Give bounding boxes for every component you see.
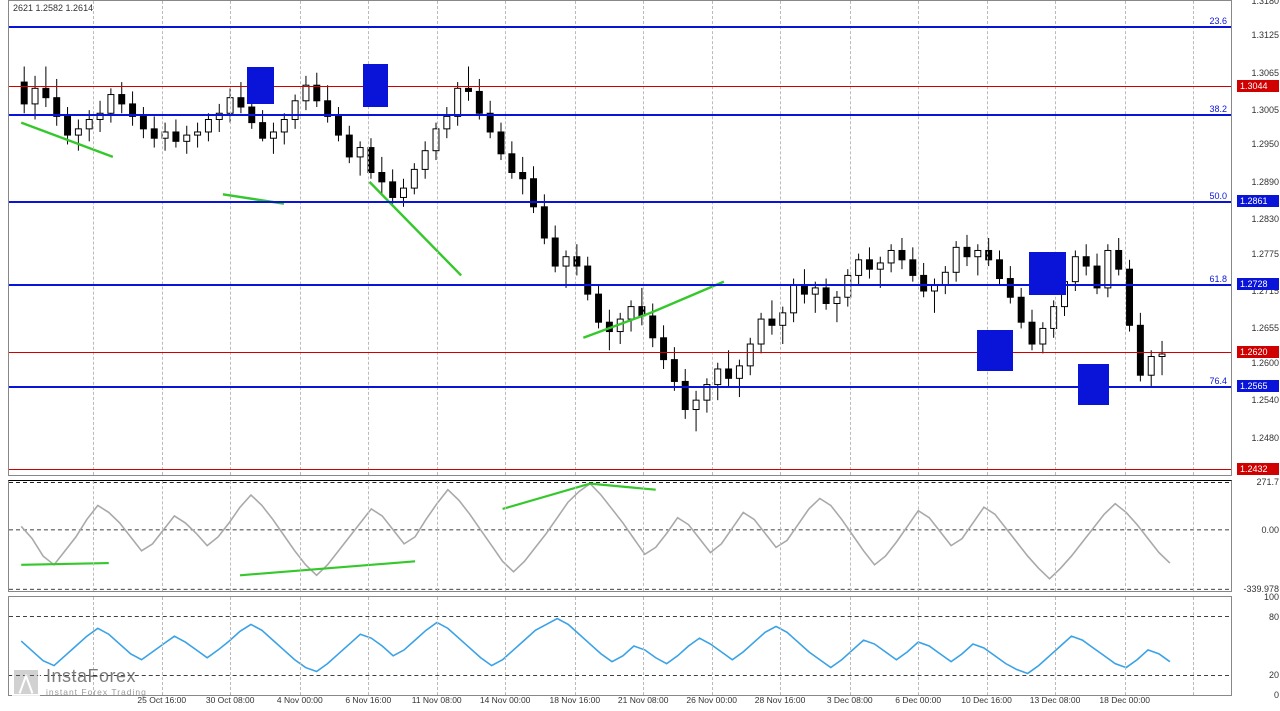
rsi-plot-svg bbox=[9, 597, 1231, 695]
time-x-axis: 25 Oct 16:0030 Oct 08:004 Nov 00:006 Nov… bbox=[9, 695, 1231, 709]
cci-indicator-chart[interactable]: 271.70.00-339.978 bbox=[8, 480, 1232, 592]
main-y-axis: 1.31801.31251.30651.30051.29501.28901.28… bbox=[1233, 1, 1279, 475]
rsi-indicator-chart[interactable]: 10080200 25 Oct 16:0030 Oct 08:004 Nov 0… bbox=[8, 596, 1232, 696]
watermark-tagline: instant Forex Trading bbox=[46, 687, 147, 697]
instaforex-logo-icon bbox=[12, 668, 40, 696]
watermark: InstaForex instant Forex Trading bbox=[12, 666, 147, 697]
ohlc-readout: 2621 1.2582 1.2614 bbox=[13, 3, 93, 13]
main-price-chart[interactable]: 2621 1.2582 1.2614 1.31801.31251.30651.3… bbox=[8, 0, 1232, 476]
rsi-y-axis: 10080200 bbox=[1233, 597, 1279, 695]
main-plot-svg bbox=[9, 1, 1231, 475]
cci-plot-svg bbox=[9, 481, 1231, 591]
cci-y-axis: 271.70.00-339.978 bbox=[1233, 481, 1279, 591]
watermark-brand: InstaForex bbox=[46, 666, 147, 687]
